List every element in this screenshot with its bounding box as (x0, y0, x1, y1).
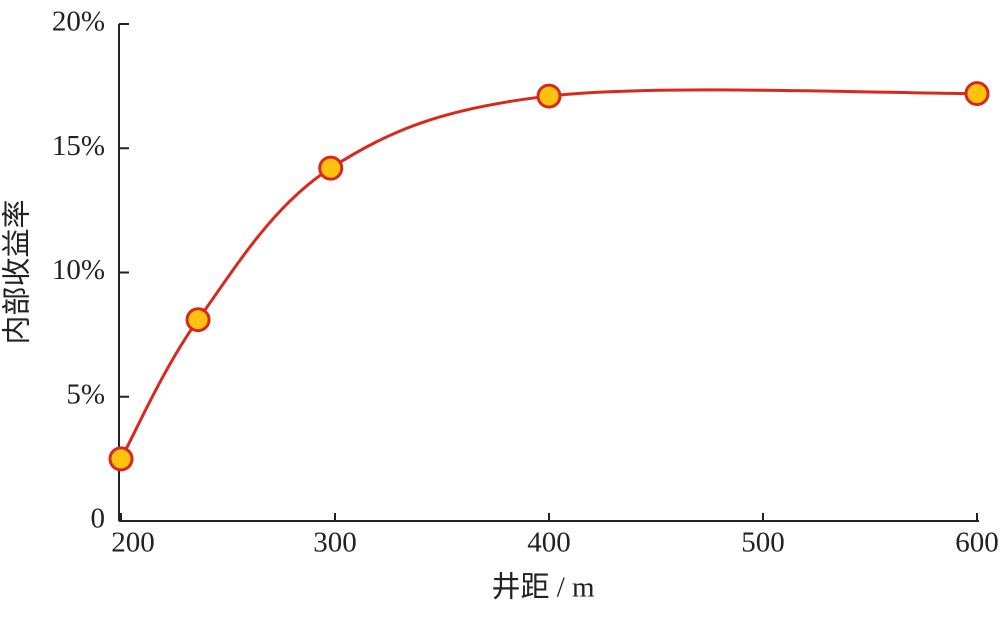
y-tick-label: 15% (52, 130, 105, 162)
x-tick-label: 300 (313, 527, 357, 559)
data-point (964, 81, 990, 107)
x-tick-label: 600 (955, 527, 999, 559)
y-tick-label: 20% (52, 6, 105, 38)
y-tick-label: 0 (91, 503, 106, 535)
y-axis-label: 内部收益率 (1, 199, 34, 344)
x-tick-label: 400 (527, 527, 571, 559)
x-axis-label: 井距 / m (491, 571, 595, 604)
data-point (536, 83, 562, 109)
data-point (185, 307, 211, 333)
data-point (108, 446, 134, 472)
x-tick-label: 500 (741, 527, 785, 559)
data-point (318, 155, 344, 181)
y-tick-label: 10% (52, 254, 105, 286)
x-tick-label: 200 (111, 527, 155, 559)
series-line (119, 88, 978, 460)
y-tick-label: 5% (66, 378, 105, 410)
